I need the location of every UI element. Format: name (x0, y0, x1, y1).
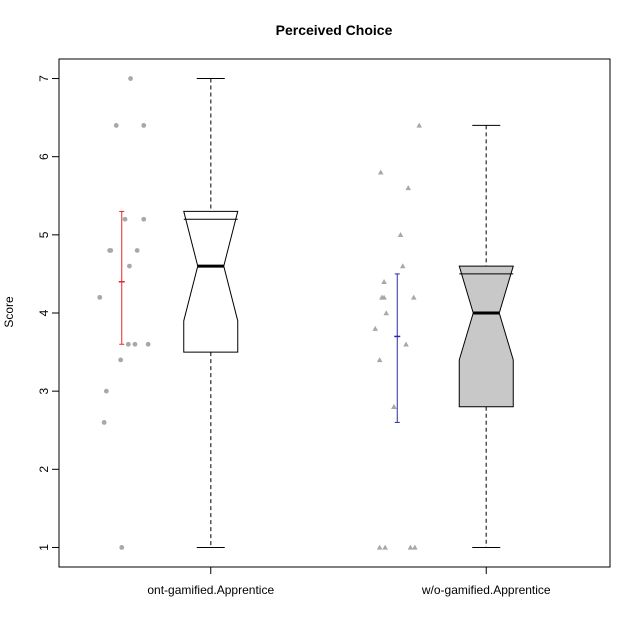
data-point (381, 278, 387, 284)
data-point (141, 216, 147, 222)
data-point (397, 232, 404, 238)
data-point (132, 341, 138, 347)
x-tick-label: w/o-gamified.Apprentice (421, 583, 551, 597)
mean-ci-bars (118, 210, 401, 423)
boxplots (183, 78, 514, 548)
boxplot (183, 78, 239, 548)
data-point (141, 123, 147, 128)
data-point (127, 263, 132, 269)
data-point (103, 388, 109, 394)
box-body (458, 265, 514, 408)
data-point (416, 122, 423, 128)
data-point (108, 248, 114, 253)
data-point (101, 420, 107, 425)
y-tick-label: 4 (37, 309, 51, 316)
data-point (381, 294, 387, 300)
x-tick-label: ont-gamified.Apprentice (147, 583, 274, 597)
data-point (399, 263, 406, 269)
data-point (405, 185, 412, 191)
y-tick-label: 1 (37, 544, 51, 551)
x-axis: ont-gamified.Apprentice w/o-gamified.Appr… (147, 567, 551, 597)
y-tick-label: 7 (37, 75, 51, 82)
mean-ci-bar (118, 210, 125, 345)
data-point (376, 544, 383, 550)
data-point (376, 357, 383, 363)
y-axis: 1 2 3 4 5 6 7 (37, 75, 60, 551)
data-point (410, 294, 417, 300)
data-point (377, 169, 384, 175)
y-tick-label: 2 (37, 466, 51, 473)
data-point (383, 310, 390, 316)
data-point (407, 544, 414, 550)
data-point (372, 325, 379, 331)
y-tick-label: 5 (37, 231, 51, 238)
data-point (122, 216, 128, 222)
y-tick-label: 6 (37, 153, 51, 160)
mean-ci-bar (394, 273, 401, 423)
y-tick-label: 3 (37, 387, 51, 394)
data-point (113, 123, 119, 128)
data-point (412, 544, 418, 550)
data-point (382, 544, 388, 550)
data-point (125, 341, 131, 347)
chart-title: Perceived Choice (276, 22, 393, 38)
plot-frame (58, 58, 611, 568)
data-point (134, 248, 140, 253)
y-axis-title: Score (2, 296, 16, 328)
data-point (145, 341, 151, 347)
data-point (97, 294, 103, 300)
data-point (403, 341, 409, 347)
data-point (128, 76, 133, 81)
data-points (97, 76, 423, 550)
boxplot (458, 124, 514, 548)
box-body (183, 210, 239, 353)
data-point (118, 357, 124, 363)
data-point (119, 545, 125, 550)
data-point (391, 403, 397, 409)
